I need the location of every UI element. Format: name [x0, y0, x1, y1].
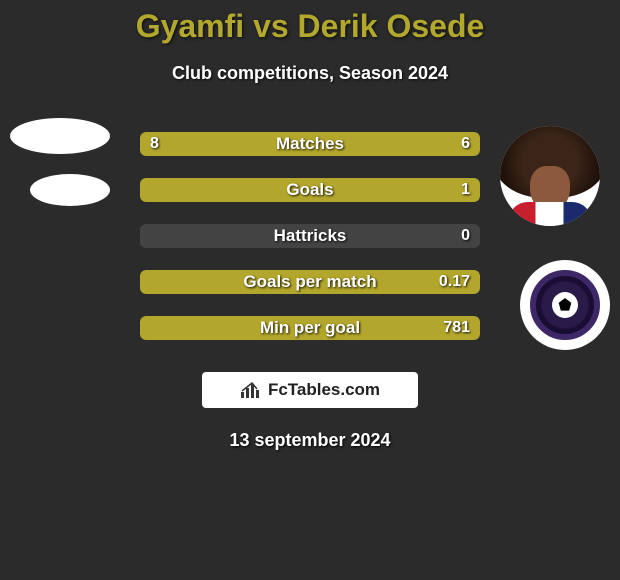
brand-text: FcTables.com	[268, 380, 380, 400]
stat-bar: 86Matches	[140, 132, 480, 156]
stat-value-right: 0.17	[439, 270, 470, 294]
page-title: Gyamfi vs Derik Osede	[0, 8, 620, 45]
stat-bar: 781Min per goal	[140, 316, 480, 340]
stats-bars: 86Matches1Goals0Hattricks0.17Goals per m…	[140, 132, 480, 340]
stat-value-left: 8	[150, 132, 159, 156]
shield-icon	[530, 270, 600, 340]
stat-label: Hattricks	[140, 224, 480, 248]
stat-bar: 1Goals	[140, 178, 480, 202]
bar-chart-icon	[240, 381, 262, 399]
team-right-badge	[520, 260, 610, 350]
stat-bar: 0Hattricks	[140, 224, 480, 248]
stat-bar: 0.17Goals per match	[140, 270, 480, 294]
brand-logo[interactable]: FcTables.com	[202, 372, 418, 408]
player-right-avatar	[500, 126, 600, 226]
stat-value-right: 1	[461, 178, 470, 202]
subtitle: Club competitions, Season 2024	[0, 63, 620, 84]
date-label: 13 september 2024	[0, 430, 620, 451]
stat-value-right: 0	[461, 224, 470, 248]
stat-value-right: 781	[443, 316, 470, 340]
team-left-badge	[30, 174, 110, 206]
stat-value-right: 6	[461, 132, 470, 156]
player-left-avatar	[10, 118, 110, 154]
